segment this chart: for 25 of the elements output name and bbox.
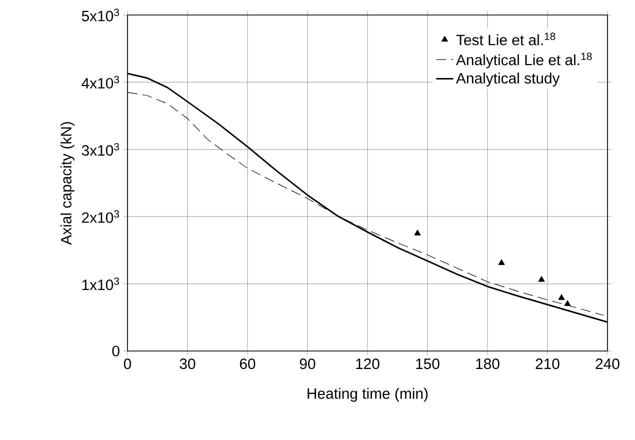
y-tick-label: 3x10$^{3}$ (82, 143, 120, 156)
y-tick-label: 4x10$^{3}$ (82, 76, 120, 89)
x-axis-title: Heating time (min) (308, 388, 428, 402)
legend-label: Analytical study (456, 72, 560, 87)
point (558, 294, 565, 300)
point (564, 300, 571, 306)
y-tick-label: 2x10$^{3}$ (82, 210, 120, 223)
x-tick-label: 60 (240, 358, 256, 370)
legend-label: Test Lie et al.$^{18}$ (456, 32, 556, 46)
legend-label: Analytical Lie et al.$^{18}$ (456, 52, 592, 68)
x-tick-label: 240 (596, 358, 620, 370)
point (538, 276, 545, 282)
point (414, 230, 421, 236)
y-tick-label: 0 (112, 346, 120, 356)
x-tick-label: 120 (356, 358, 380, 370)
x-tick-label: 30 (180, 358, 196, 370)
x-tick-label: 210 (536, 358, 560, 370)
y-axis-title: Axial capacity (kN) (60, 122, 74, 245)
y-tick-label: 5x10$^{3}$ (82, 8, 120, 22)
point (498, 259, 505, 265)
x-tick-label: 0 (124, 358, 132, 370)
x-tick-label: 90 (300, 358, 316, 370)
x-tick-label: 150 (416, 358, 440, 370)
y-tick-label: 1x10$^{3}$ (82, 277, 120, 290)
x-tick-label: 180 (476, 358, 500, 370)
